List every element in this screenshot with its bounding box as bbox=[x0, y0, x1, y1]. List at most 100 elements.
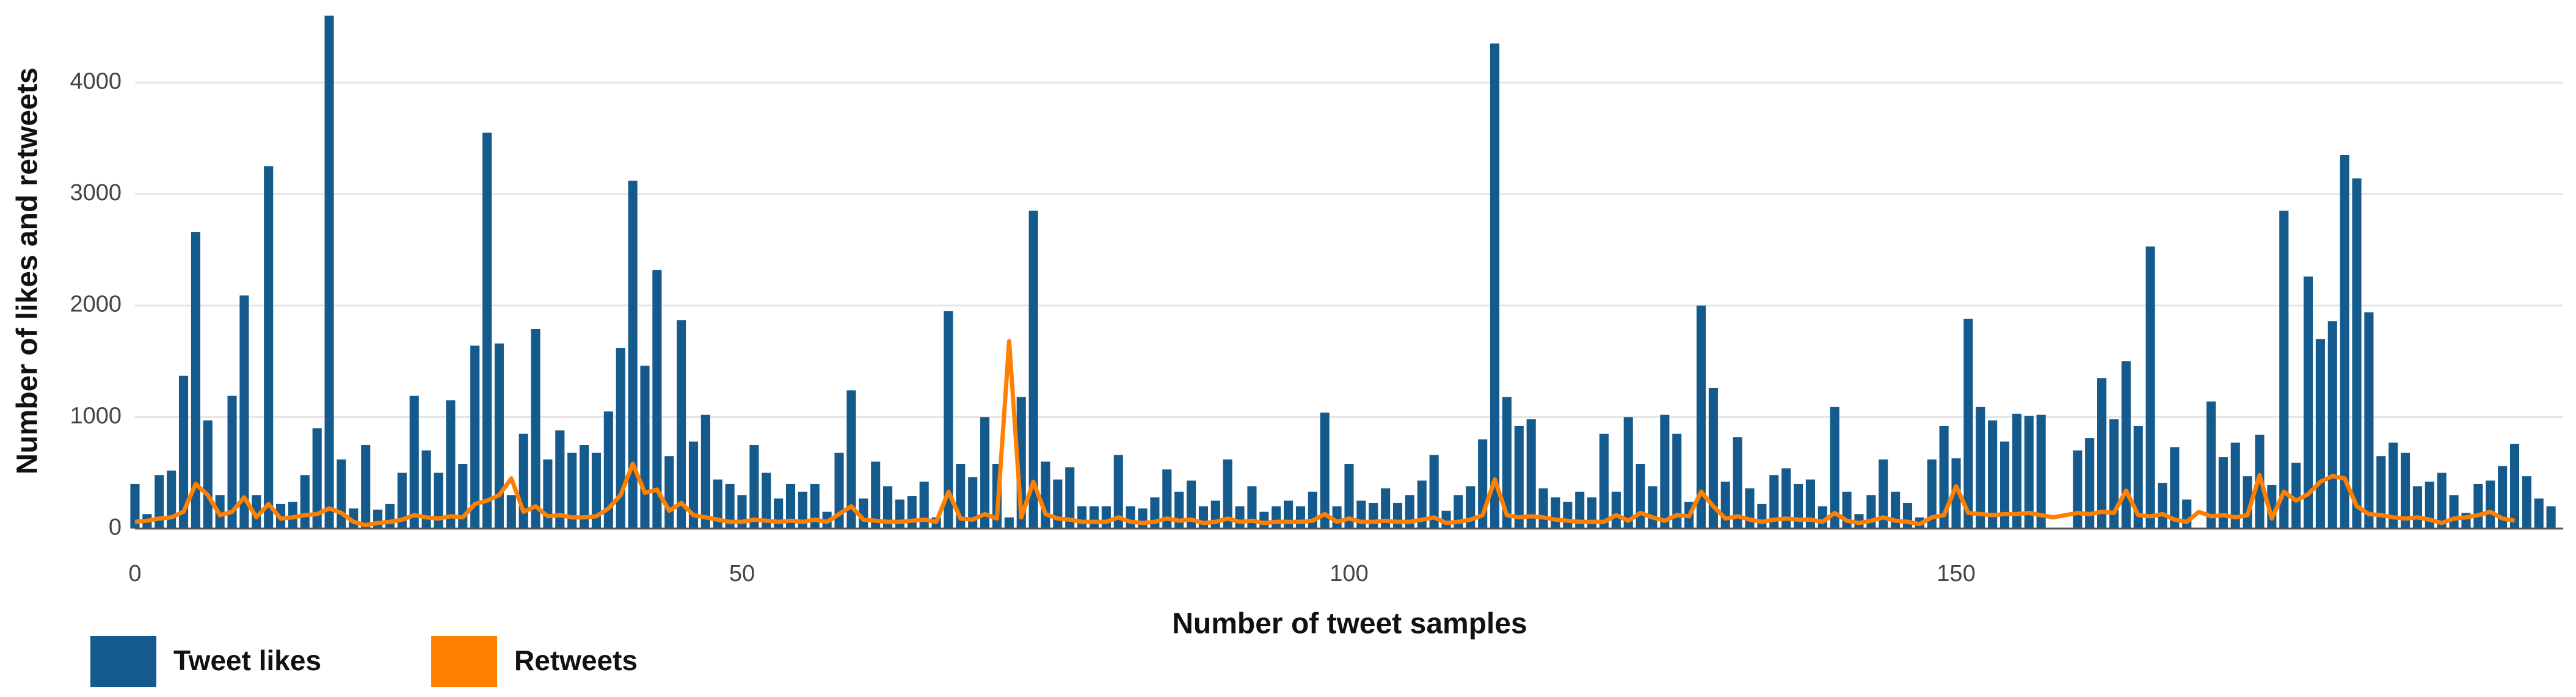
bar bbox=[531, 328, 540, 529]
bar bbox=[980, 417, 990, 529]
bar bbox=[2024, 416, 2034, 529]
bar bbox=[2073, 450, 2083, 529]
bar bbox=[1272, 506, 1281, 529]
bar bbox=[421, 450, 431, 529]
bar bbox=[883, 486, 893, 529]
bar bbox=[2376, 456, 2386, 529]
bar bbox=[652, 270, 662, 529]
bar bbox=[2206, 401, 2216, 529]
bar bbox=[2498, 466, 2508, 529]
bar bbox=[2522, 476, 2531, 529]
bar bbox=[2182, 499, 2192, 529]
legend-swatch bbox=[431, 636, 498, 687]
bar bbox=[628, 181, 638, 529]
bar bbox=[762, 472, 771, 529]
bar bbox=[1660, 414, 1670, 529]
bar bbox=[2340, 155, 2349, 529]
bar bbox=[1162, 469, 1172, 529]
bar bbox=[1392, 502, 1403, 529]
bar bbox=[1198, 506, 1208, 529]
bar bbox=[2145, 246, 2155, 529]
bar bbox=[919, 482, 929, 529]
x-tick-label: 100 bbox=[1330, 561, 1368, 587]
bar bbox=[810, 483, 820, 529]
x-tick-label: 0 bbox=[128, 561, 141, 587]
y-tick-label: 1000 bbox=[70, 403, 122, 428]
bar bbox=[2133, 425, 2143, 529]
bar bbox=[1065, 467, 1075, 529]
bar bbox=[1417, 480, 1427, 529]
bar bbox=[543, 459, 553, 529]
bar bbox=[1781, 468, 1791, 529]
legend-swatch bbox=[90, 636, 156, 687]
bar bbox=[1757, 504, 1767, 529]
bar bbox=[1708, 388, 1718, 529]
bar bbox=[337, 459, 346, 529]
bar bbox=[288, 502, 297, 529]
bar bbox=[591, 452, 601, 529]
bar bbox=[785, 483, 796, 529]
bar bbox=[1805, 479, 1815, 529]
bar bbox=[1866, 495, 1876, 529]
bar bbox=[677, 320, 686, 529]
bar bbox=[1599, 433, 1609, 529]
line bbox=[134, 339, 2516, 527]
bar bbox=[2158, 483, 2167, 529]
bar bbox=[1089, 506, 1099, 529]
bar bbox=[2170, 447, 2180, 529]
bar bbox=[1101, 506, 1111, 529]
bar bbox=[434, 472, 443, 529]
bar bbox=[1879, 459, 1888, 529]
bar bbox=[1611, 491, 1621, 529]
bar bbox=[774, 498, 784, 529]
bar bbox=[1284, 500, 1293, 529]
bar bbox=[1999, 441, 2010, 529]
bar bbox=[1210, 500, 1220, 529]
bar bbox=[2401, 452, 2410, 529]
y-tick-label: 4000 bbox=[70, 68, 122, 94]
bar bbox=[446, 400, 456, 529]
bar bbox=[603, 411, 613, 529]
bar bbox=[1927, 459, 1937, 529]
bar bbox=[1963, 319, 1973, 529]
bar bbox=[834, 452, 844, 529]
bar bbox=[1126, 506, 1135, 529]
bar bbox=[968, 477, 978, 529]
bar bbox=[2486, 480, 2495, 529]
legend-label: Tweet likes bbox=[173, 645, 321, 676]
bar bbox=[2012, 413, 2021, 529]
bar bbox=[1235, 506, 1245, 529]
bar bbox=[1320, 413, 1330, 529]
bar bbox=[1502, 397, 1512, 529]
bar bbox=[1514, 425, 1524, 529]
bar bbox=[2109, 419, 2119, 529]
bar bbox=[1951, 458, 1961, 529]
y-axis-title: Number of likes and retweets bbox=[12, 68, 44, 475]
bar bbox=[664, 456, 674, 529]
bar bbox=[1696, 305, 1706, 529]
x-tick-label: 50 bbox=[729, 561, 755, 587]
bar bbox=[1490, 43, 1500, 529]
bar bbox=[203, 420, 213, 529]
bar bbox=[640, 366, 650, 529]
bar bbox=[518, 433, 528, 529]
y-tick-label: 0 bbox=[109, 515, 122, 540]
bar bbox=[494, 343, 504, 529]
bar bbox=[725, 483, 735, 529]
bar bbox=[1429, 455, 1439, 529]
bar bbox=[409, 395, 419, 529]
bar bbox=[397, 472, 407, 529]
bar bbox=[2449, 495, 2459, 529]
bar bbox=[167, 471, 176, 529]
bar bbox=[1187, 480, 1196, 529]
bar bbox=[2279, 211, 2289, 529]
bar bbox=[713, 479, 722, 529]
bar bbox=[1077, 506, 1087, 529]
bar bbox=[895, 499, 904, 529]
x-axis-title: Number of tweet samples bbox=[1172, 608, 1527, 640]
bar bbox=[2327, 321, 2337, 529]
bar bbox=[482, 132, 492, 529]
bar bbox=[2412, 486, 2422, 529]
bar bbox=[1830, 406, 1839, 529]
bar bbox=[555, 430, 565, 529]
